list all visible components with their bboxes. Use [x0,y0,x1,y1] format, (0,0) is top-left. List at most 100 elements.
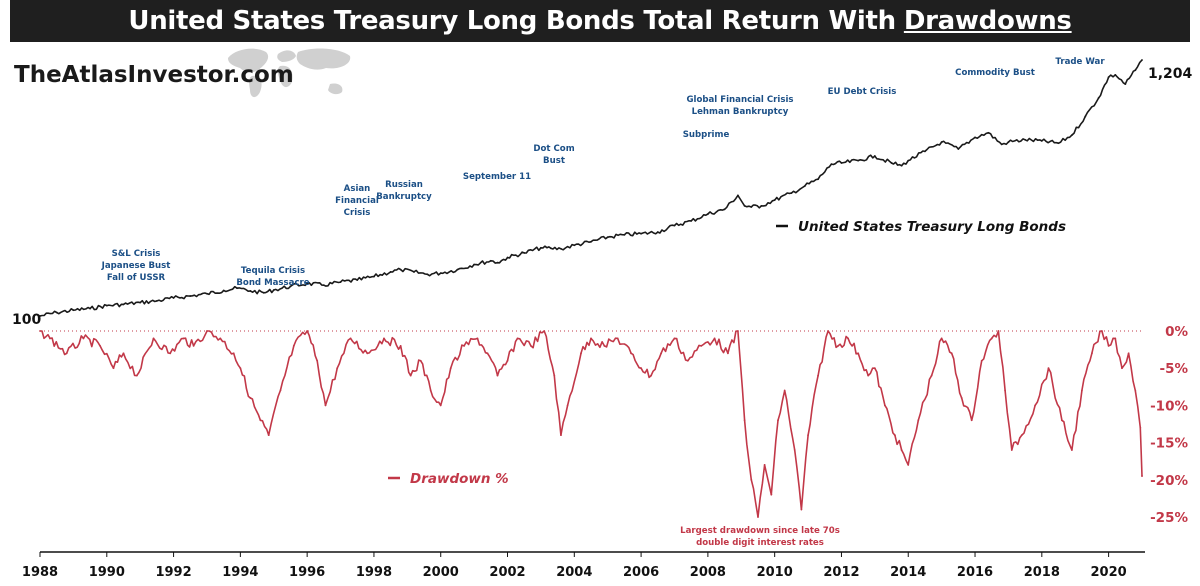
drawdown-point [980,359,983,362]
drawdown-point [82,337,85,340]
price-point [723,208,726,211]
drawdown-point [686,359,689,362]
x-tick-label: 2018 [1024,565,1060,580]
price-point [55,311,58,314]
brand-logo: TheAtlasInvestor.com [14,62,294,88]
price-point [189,295,192,297]
price-point [957,148,960,150]
x-tick-label: 2008 [690,565,726,580]
y-tick-label: -15% [1150,436,1188,452]
price-point [840,162,843,164]
price-point [122,303,125,306]
price-point [89,307,91,310]
price-point [1007,141,1010,143]
drawdown-point [192,344,195,347]
price-point [262,291,265,294]
drawdown-point [763,464,766,466]
drawdown-point [560,434,562,437]
price-point [900,164,903,167]
drawdown-point [997,330,1000,332]
annotation-label: Asian Financial Crisis [335,184,379,218]
drawdown-point [1134,389,1137,392]
drawdown-point [660,352,663,355]
drawdown-point [917,419,920,422]
title-main: United States Treasury Long Bonds Total … [128,6,896,36]
drawdown-point [1080,389,1083,392]
y-tick-label: -10% [1150,398,1188,414]
start-value-label: 100 [12,312,41,328]
price-point [857,159,860,162]
drawdown-point [1141,475,1143,477]
drawdown-point [970,419,973,422]
price-point [426,273,429,276]
price-point [105,304,108,307]
price-point [540,246,542,249]
price-point [456,268,459,271]
price-point [924,150,926,153]
price-point [773,199,776,201]
price-point [39,315,41,317]
drawdown-point [496,374,499,377]
drawdown-point [743,419,746,422]
drawdown-point [267,434,270,437]
drawdown-point [463,344,466,347]
price-point [790,192,793,195]
price-point [873,155,876,157]
x-tick-label: 1988 [22,565,58,580]
drawdown-point [529,344,532,347]
price-points [39,59,1143,317]
drawdown-point [1139,426,1142,429]
drawdown-point [259,419,262,422]
annotation-line: Bust [543,156,565,166]
annotation-line: Tequila Crisis [241,266,305,276]
annotation-label: September 11 [463,172,531,182]
drawdown-point [727,352,729,355]
drawdown-point [1070,449,1073,451]
drawdown-point [807,434,809,437]
price-point [974,136,976,139]
annotation-label: Global Financial Crisis Lehman Bankruptcy [686,95,793,117]
drawdown-point [857,352,860,355]
annotation-line: Crisis [344,208,371,218]
drawdown-point [383,337,385,340]
y-tick-label: 0% [1165,324,1188,340]
drawdown-point [182,337,185,340]
x-tick-label: 2014 [890,565,926,580]
price-point [550,247,552,250]
drawdown-point [399,344,402,347]
drawdown-point [603,344,606,347]
drawdown-point [990,337,993,340]
drawdown-point [700,344,703,347]
drawdown-point [476,337,479,340]
price-point [322,284,325,287]
drawdown-point [112,367,115,370]
drawdown-point [800,508,803,511]
price-point [473,263,476,266]
annotation-line: Subprime [683,130,730,140]
drawdown-point [640,367,642,370]
drawdown-point [206,330,208,332]
price-point [1097,97,1100,99]
drawdown-point [580,352,582,355]
price-point [506,256,509,259]
drawdown-point [1047,367,1050,370]
price-point [206,292,208,295]
drawdown-point [65,352,68,355]
drawdown-point [590,337,592,340]
drawdown-point [900,449,903,451]
annotation-line: Bond Massacre [236,278,309,288]
price-point [1070,134,1073,137]
annotation-line: S&L Crisis [112,249,161,259]
price-point [496,261,499,264]
drawdown-point [486,352,489,355]
price-point [640,232,642,235]
drawdown-point [827,330,829,332]
annotation-label: EU Debt Crisis [828,87,897,97]
drawdown-point [366,352,369,355]
drawdown-point [783,389,786,392]
drawdown-point [439,404,442,407]
x-tick-label: 2000 [423,565,459,580]
drawdown-point [757,516,759,518]
x-tick-label: 2006 [623,565,659,580]
